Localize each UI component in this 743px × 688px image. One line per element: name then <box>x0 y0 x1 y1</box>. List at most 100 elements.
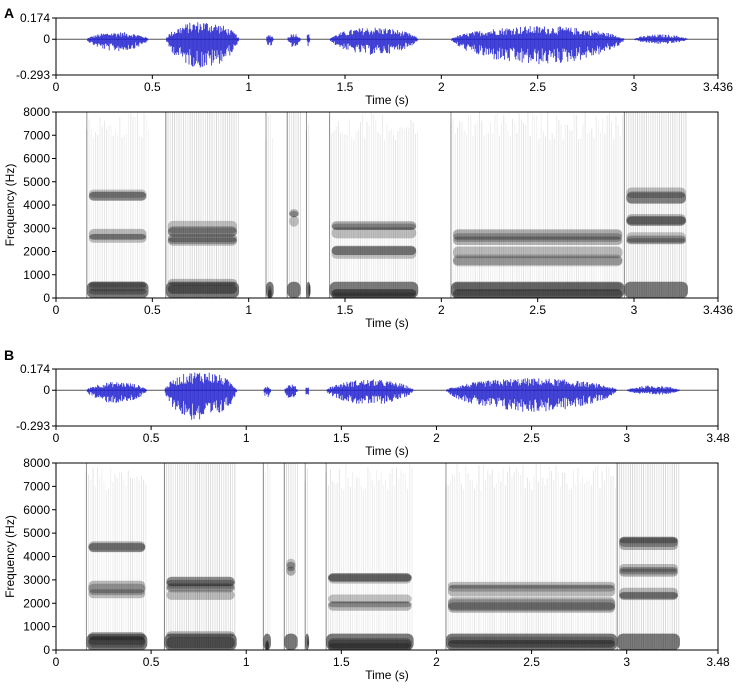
x-tick-label: 2 <box>438 303 445 317</box>
y-tick-label: 0 <box>43 643 50 657</box>
spectrogram-area <box>86 112 688 298</box>
y-tick-label: -0.293 <box>16 68 50 82</box>
waveform-segment <box>627 385 680 395</box>
formant-band <box>452 254 623 267</box>
voicing-bar <box>287 281 301 298</box>
voicing-bar <box>617 633 680 650</box>
y-tick-label: 2000 <box>23 596 50 610</box>
formant-band <box>447 581 616 589</box>
y-tick-label: 6000 <box>23 152 50 166</box>
formant-band <box>447 599 616 611</box>
formant-band <box>619 592 678 601</box>
spectrogram-segment <box>616 463 680 650</box>
y-tick-label: 4000 <box>23 198 50 212</box>
y-tick-label: 3000 <box>23 221 50 235</box>
y-tick-label: -0.293 <box>16 419 50 433</box>
voicing-bar <box>263 633 271 650</box>
formant-band <box>331 245 417 256</box>
x-tick-label: 3 <box>623 431 630 445</box>
voicing-bar <box>306 281 311 298</box>
spectrogram-segment <box>265 112 274 298</box>
formant-band <box>328 594 412 604</box>
x-tick-label: 1 <box>243 655 250 669</box>
x-tick-label: 3 <box>631 303 638 317</box>
formant-band <box>88 589 146 599</box>
x-tick-label: 1 <box>243 431 250 445</box>
x-tick-label: 2 <box>433 655 440 669</box>
formant-band <box>447 597 616 610</box>
y-tick-label: 5000 <box>23 526 50 540</box>
voicing-bar <box>164 633 237 650</box>
y-tick-label: 0 <box>43 383 50 397</box>
panel-label-a: A <box>4 5 14 21</box>
formant-band <box>331 223 417 230</box>
formant-band <box>88 191 147 201</box>
formant-band <box>289 209 299 218</box>
waveform-segment <box>86 382 148 404</box>
spectrogram-area <box>85 463 680 650</box>
waveform-segment <box>326 379 414 404</box>
x-tick-label: 3 <box>631 80 638 94</box>
x-tick-label: 0.5 <box>143 431 160 445</box>
panel-label-b: B <box>4 347 14 363</box>
waveform-segment <box>634 34 689 44</box>
x-tick-label: 0 <box>53 655 60 669</box>
formant-band <box>619 564 678 572</box>
formant-band <box>626 214 686 226</box>
x-tick-label: 1.5 <box>337 303 354 317</box>
plot-frame <box>55 368 719 427</box>
x-axis-label: Time (s) <box>365 668 409 682</box>
formant-band <box>88 228 147 240</box>
formant-band <box>626 187 686 199</box>
waveform-segment <box>164 372 237 420</box>
formant-band <box>166 579 235 587</box>
formant-band <box>331 246 417 259</box>
formant-band <box>88 191 147 201</box>
formant-band <box>289 210 299 218</box>
x-tick-label: 0 <box>53 431 60 445</box>
voicing-bar <box>305 633 310 650</box>
formant-band <box>447 602 616 613</box>
formant-band <box>286 561 296 572</box>
formant-band <box>447 584 616 592</box>
y-tick-label: 0.174 <box>20 11 50 25</box>
plot-frame <box>55 17 719 76</box>
waveform-segment <box>266 35 274 46</box>
spectrogram-panel: 0 0.5 1 1.5 2 2.5 3 3.48 Time (s) 0 1000 2000 3000 40… <box>3 456 730 682</box>
formant-band <box>167 226 238 237</box>
x-tick-label: 1 <box>245 80 252 94</box>
x-tick-label: 1.5 <box>337 80 354 94</box>
waveform-segment <box>305 387 309 395</box>
y-tick-label: 8000 <box>23 105 50 119</box>
formant-band <box>619 568 678 577</box>
x-axis-label: Time (s) <box>365 316 409 330</box>
y-tick-label: 1000 <box>23 620 50 634</box>
waveform-segment <box>451 26 625 65</box>
x-tick-label: 1.5 <box>333 431 350 445</box>
y-tick-label: 5000 <box>23 175 50 189</box>
formant-band <box>626 191 686 204</box>
formant-band <box>166 584 235 591</box>
y-axis-label: Frequency (Hz) <box>3 164 17 247</box>
x-tick-label: 1 <box>245 303 252 317</box>
voicing-bar <box>266 281 274 298</box>
x-tick-label: 3.48 <box>706 655 730 669</box>
waveform-segment <box>287 34 301 47</box>
voicing-bar <box>624 281 688 298</box>
y-tick-label: 0 <box>43 291 50 305</box>
x-tick-label: 2.5 <box>523 431 540 445</box>
spectrogram-segment <box>325 463 414 650</box>
x-axis-label: Time (s) <box>365 444 409 458</box>
spectrogram-segment <box>445 463 618 650</box>
spectrogram-segment <box>163 463 237 650</box>
x-tick-label: 0.5 <box>144 80 161 94</box>
formant-band <box>88 580 146 594</box>
formant-band <box>626 235 686 244</box>
formant-band <box>619 537 678 544</box>
formant-band <box>166 576 235 589</box>
formant-band <box>167 234 238 243</box>
voicing-bar <box>329 281 419 298</box>
formant-band <box>452 246 623 259</box>
